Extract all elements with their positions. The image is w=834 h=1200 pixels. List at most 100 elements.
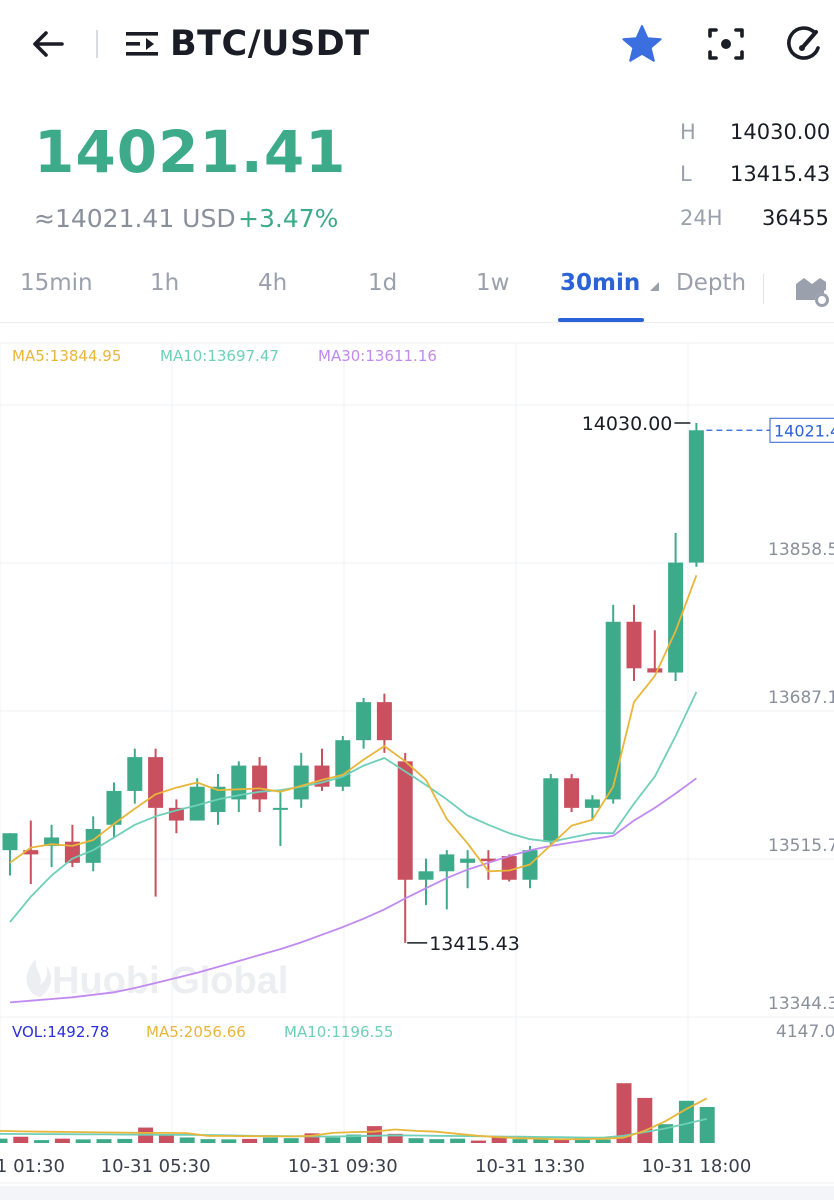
scan-icon <box>708 28 744 60</box>
volume-bar-up <box>221 1139 237 1143</box>
volume-bar-up <box>429 1139 445 1143</box>
tab-30min-label: 30min <box>560 270 641 296</box>
volume-bar-up <box>450 1138 466 1143</box>
volume-24h-value: 36455 <box>762 206 829 230</box>
low-label: L <box>680 162 692 186</box>
candle-up <box>231 765 247 800</box>
low-value: 13415.43 <box>730 162 831 186</box>
ma30-label: MA30:13611.16 <box>318 347 437 365</box>
volume-ma10-line <box>0 1118 708 1139</box>
scan-button[interactable] <box>702 22 750 66</box>
gauge-button[interactable] <box>780 22 828 66</box>
tab-1d[interactable]: 1d <box>368 270 398 296</box>
ma5-line <box>9 574 698 873</box>
candle-up <box>605 621 621 800</box>
ma10-label: MA10:13697.47 <box>160 347 279 365</box>
candle-down <box>397 761 413 880</box>
volume-bar-up <box>283 1138 299 1143</box>
candle-up <box>189 786 205 821</box>
tab-depth[interactable]: Depth <box>676 270 747 296</box>
high-label: H <box>680 120 696 144</box>
volume-bar-down <box>637 1097 653 1143</box>
candle-up <box>127 757 143 791</box>
star-icon <box>622 25 662 62</box>
volume-bar-up <box>117 1138 133 1143</box>
low-marker-label: 13415.43 <box>429 933 520 955</box>
volume-bar-up <box>200 1139 216 1143</box>
volume-bar-up <box>408 1138 424 1143</box>
bottom-strip <box>0 1186 834 1200</box>
volume-bar-up <box>0 1138 8 1143</box>
usd-price: ≈14021.41 USD <box>34 204 236 233</box>
volume-bar-down <box>387 1133 403 1143</box>
candle-up <box>293 765 309 800</box>
volume-bar-up <box>595 1139 611 1143</box>
chart-settings-icon <box>796 278 829 307</box>
time-axis-label: 10-31 18:00 <box>641 1156 751 1177</box>
gauge-icon <box>787 26 820 60</box>
volume-24h-label: 24H <box>680 206 723 230</box>
candle-up <box>418 871 434 880</box>
candle-up <box>272 807 288 810</box>
price-axis-label: 13687.1 <box>768 688 834 708</box>
volume-axis-label: 4147.0 <box>776 1022 834 1042</box>
high-value: 14030.00 <box>730 120 831 144</box>
dropdown-triangle-icon <box>650 282 660 291</box>
candle-down <box>480 858 496 862</box>
tab-4h[interactable]: 4h <box>258 270 288 296</box>
time-axis-label: 10-31 13:30 <box>475 1156 585 1177</box>
volume-bar-down <box>366 1126 382 1143</box>
candle-up <box>543 778 559 842</box>
volume-bar-down <box>616 1083 632 1143</box>
volume-bar-up <box>262 1137 278 1143</box>
high-marker-label: 14030.00 <box>582 413 673 435</box>
tab-1w[interactable]: 1w <box>476 270 510 296</box>
volume-ma5-label: MA5:2056.66 <box>146 1023 246 1041</box>
volume-bar-down <box>158 1134 174 1143</box>
volume-bar-down <box>13 1136 29 1143</box>
price-axis-label: 13858.5 <box>768 540 834 560</box>
tab-15min[interactable]: 15min <box>20 270 93 296</box>
candle-down <box>148 757 164 808</box>
volume-bar-up <box>699 1107 715 1143</box>
candle-up <box>44 837 60 846</box>
candle-down <box>647 668 663 673</box>
interval-tabs: 15min 1h 4h 1d 1w 30min Depth <box>0 270 834 322</box>
back-button[interactable] <box>24 22 72 66</box>
price-axis-label: 13515.7 <box>768 836 834 856</box>
volume-bar-down <box>491 1137 507 1143</box>
pair-title[interactable]: BTC/USDT <box>170 24 370 64</box>
pair-menu-button[interactable] <box>124 28 160 60</box>
current-price-label: 14021.4 <box>774 421 834 440</box>
candle-down <box>626 621 642 669</box>
volume-bar-up <box>96 1139 112 1143</box>
arrow-left-icon <box>33 31 64 57</box>
volume-bar-up <box>34 1140 50 1143</box>
chart-settings-button[interactable] <box>792 270 832 310</box>
time-axis-label: 10-31 09:30 <box>288 1156 398 1177</box>
candle-down <box>23 850 39 855</box>
volume-ma5-line <box>0 1097 708 1141</box>
volume-bar-down <box>304 1133 320 1143</box>
candle-up <box>439 854 455 872</box>
ma10-line <box>9 691 698 923</box>
candle-down <box>501 856 517 880</box>
volume-bar-down <box>54 1138 70 1143</box>
active-tab-indicator <box>558 318 644 322</box>
volume-bar-down <box>470 1140 486 1143</box>
volume-bar-up <box>75 1139 91 1143</box>
ma5-label: MA5:13844.95 <box>12 347 121 365</box>
tab-30min[interactable]: 30min <box>560 270 660 296</box>
volume-label: VOL:1492.78 <box>12 1023 109 1041</box>
watermark-logo-icon <box>26 959 52 997</box>
candle-up <box>2 833 18 851</box>
candle-up <box>688 430 704 563</box>
last-price: 14021.41 <box>34 118 347 186</box>
candle-down <box>376 702 392 741</box>
price-change: +3.47% <box>238 204 339 233</box>
tab-1h[interactable]: 1h <box>150 270 180 296</box>
favorite-button[interactable] <box>618 22 666 66</box>
ma30-line <box>9 777 697 1004</box>
candle-down <box>252 765 268 800</box>
